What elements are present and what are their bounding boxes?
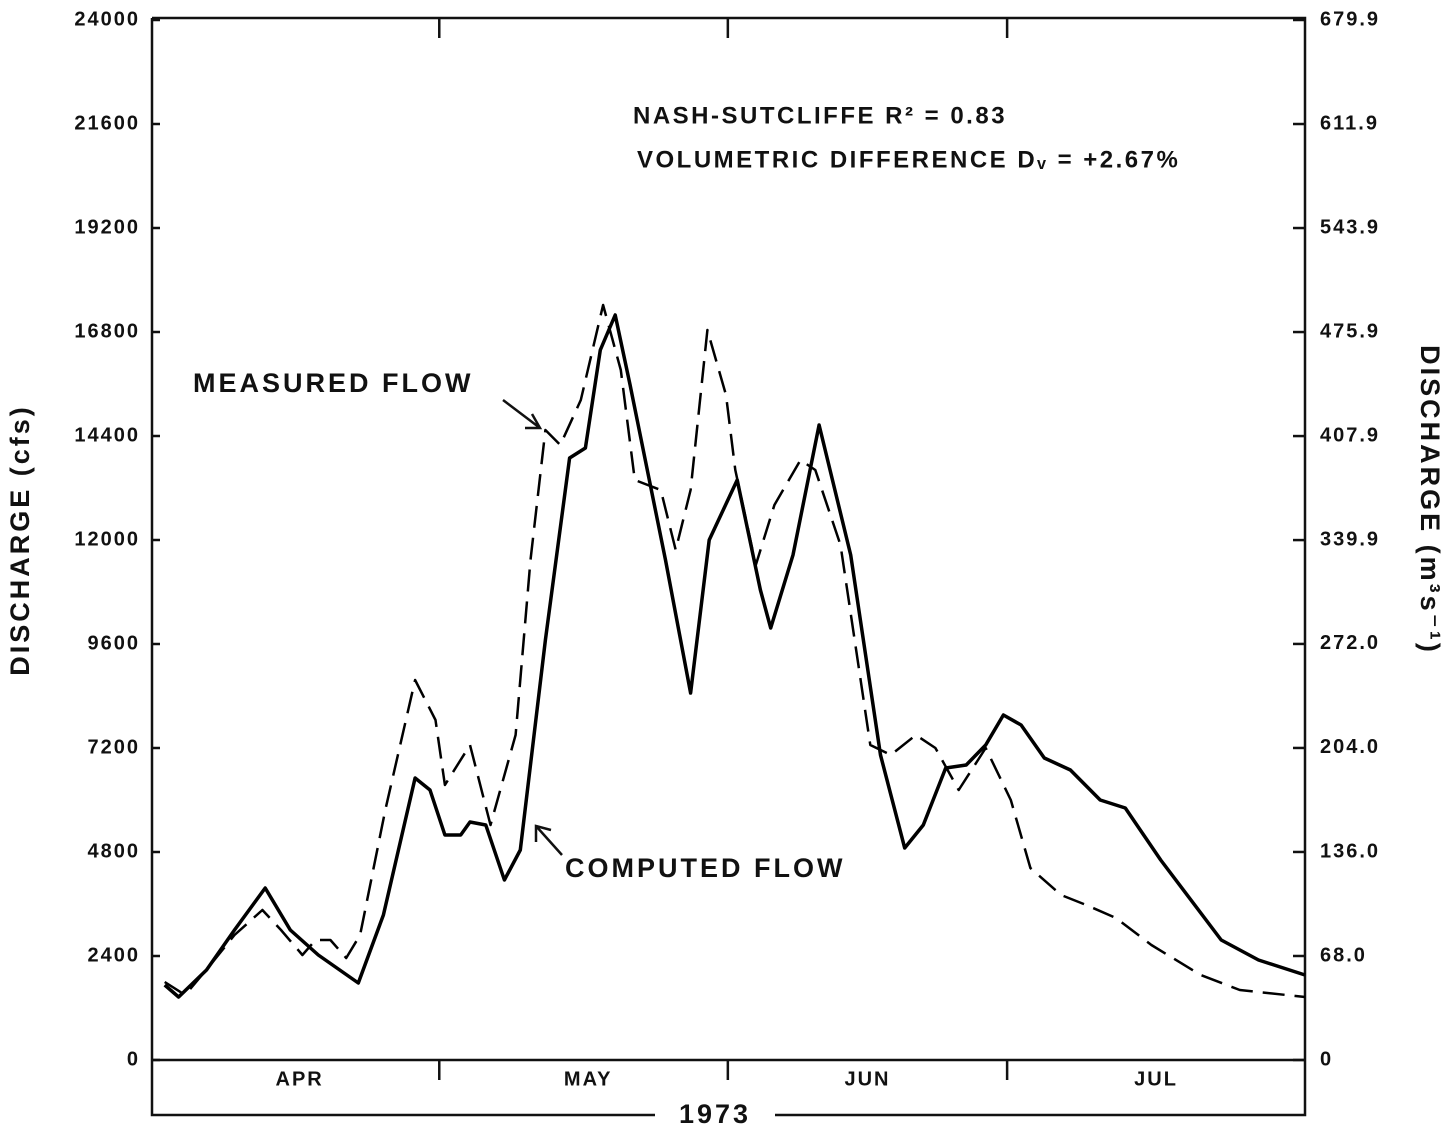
- series-label: COMPUTED FLOW: [565, 853, 845, 883]
- y-tick-label: 4800: [88, 840, 141, 862]
- annotation: NASH-SUTCLIFFE R² = 0.83: [633, 102, 1007, 129]
- y-tick-label: 2400: [88, 944, 141, 966]
- arrow: [502, 399, 543, 430]
- y2-tick-label: 543.9: [1320, 216, 1380, 238]
- y2-tick-label: 272.0: [1320, 632, 1380, 654]
- y2-tick-label: 204.0: [1320, 736, 1380, 758]
- y2-tick-label: 0: [1320, 1048, 1333, 1070]
- y-tick-label: 0: [127, 1048, 140, 1070]
- y2-tick-label: 339.9: [1320, 528, 1380, 550]
- y2-tick-label: 136.0: [1320, 840, 1380, 862]
- y-tick-label: 19200: [74, 216, 140, 238]
- y-tick-label: 21600: [74, 112, 140, 134]
- y2-tick-label: 679.9: [1320, 8, 1380, 30]
- y2-tick-label: 68.0: [1320, 944, 1367, 966]
- y-tick-label: 14400: [74, 424, 140, 446]
- y2-tick-label: 407.9: [1320, 424, 1380, 446]
- series-line: [163, 313, 1306, 999]
- x-tick-label: MAY: [564, 1068, 613, 1090]
- y-tick-label: 9600: [88, 632, 141, 654]
- frame: [150, 16, 1307, 1117]
- y-tick-label: 7200: [88, 736, 141, 758]
- series-label: MEASURED FLOW: [193, 368, 473, 398]
- x-tick-label: JUL: [1134, 1068, 1178, 1090]
- y-axis-label: DISCHARGE (cfs): [5, 404, 35, 676]
- y2-tick-label: 475.9: [1320, 320, 1380, 342]
- series-line: [164, 303, 1306, 999]
- y2-tick-label: 611.9: [1320, 112, 1379, 134]
- y-tick-label: 16800: [74, 320, 140, 342]
- x-axis-label: 1973: [679, 1099, 751, 1129]
- annotation: VOLUMETRIC DIFFERENCE Dᵥ = +2.67%: [637, 146, 1180, 173]
- x-tick-label: JUN: [844, 1068, 890, 1090]
- y2-axis-label: DISCHARGE (m³s⁻¹): [1415, 345, 1445, 655]
- y-tick-label: 12000: [74, 528, 140, 550]
- x-tick-label: APR: [276, 1068, 324, 1090]
- arrow: [534, 824, 563, 856]
- y-tick-label: 24000: [74, 8, 140, 30]
